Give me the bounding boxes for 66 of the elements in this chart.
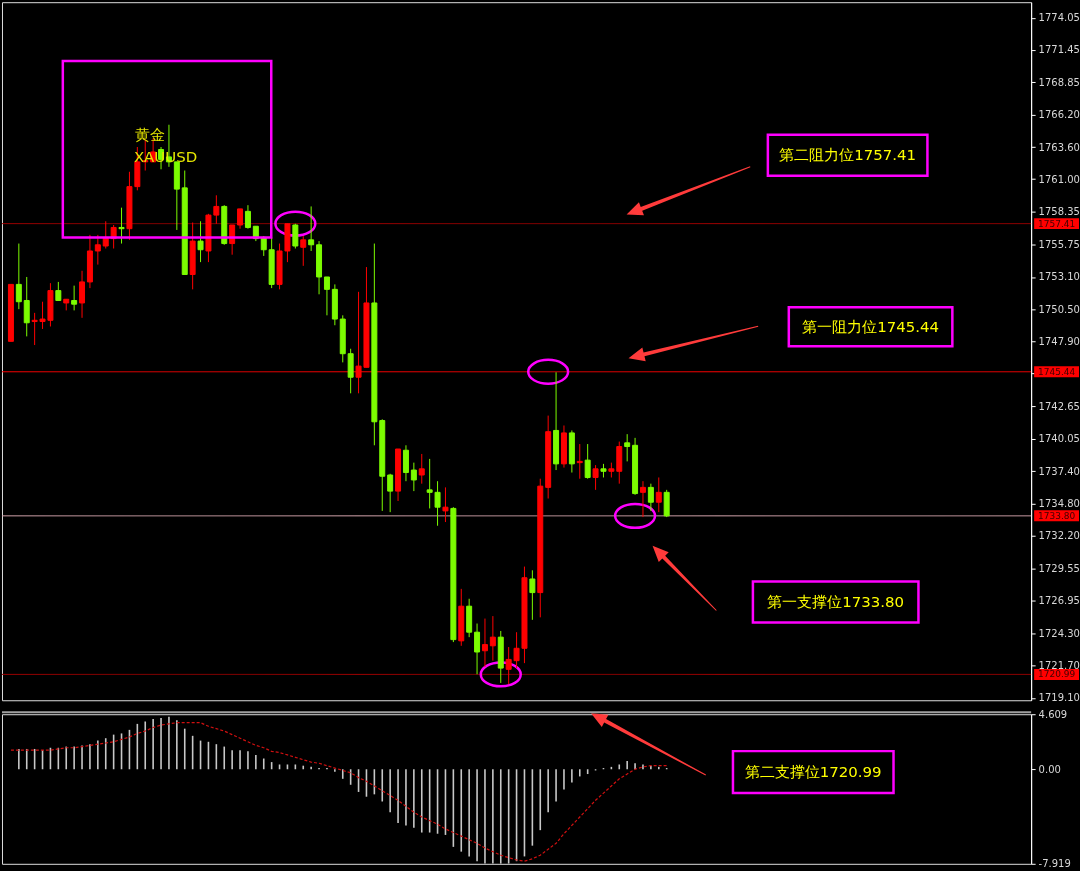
candlestick bbox=[655, 476, 662, 513]
line-series bbox=[10, 722, 668, 862]
candlestick bbox=[402, 444, 409, 482]
annotation: 第一支撑位1733.80 bbox=[767, 593, 905, 612]
candlestick bbox=[94, 234, 101, 266]
y-tick-label: 1724.30 bbox=[1038, 627, 1080, 639]
candlestick bbox=[300, 235, 307, 267]
y-tick-label: 1750.50 bbox=[1038, 303, 1080, 315]
candlestick bbox=[474, 623, 481, 675]
candlestick bbox=[55, 281, 62, 301]
annotation: 第一阻力位1745.44 bbox=[802, 317, 939, 336]
candlestick bbox=[244, 204, 251, 230]
y-tick-label: 1734.80 bbox=[1038, 497, 1080, 509]
annotation: 第二支撑位1720.99 bbox=[744, 763, 882, 782]
y-tick-label: 1726.95 bbox=[1038, 595, 1080, 607]
candlestick bbox=[639, 480, 646, 518]
y-tick-label: 1774.05 bbox=[1038, 12, 1080, 24]
y-tick-label: 1768.85 bbox=[1038, 76, 1080, 88]
candlestick bbox=[237, 208, 244, 230]
y-tick-label: 1761.00 bbox=[1038, 173, 1080, 185]
y-tick-label: 1755.75 bbox=[1038, 238, 1080, 250]
y-tick-label: 1766.20 bbox=[1038, 109, 1080, 121]
candlestick bbox=[624, 433, 631, 462]
y-tick-label: 1732.20 bbox=[1038, 530, 1080, 542]
candlestick bbox=[118, 207, 125, 245]
candlestick bbox=[647, 483, 654, 512]
y-tick-label: 1747.90 bbox=[1038, 335, 1080, 347]
candlestick bbox=[323, 276, 330, 316]
ref-line-label: 1745.44 bbox=[1038, 366, 1076, 377]
y-tick-label: 4.609 bbox=[1038, 708, 1068, 720]
candlestick bbox=[347, 348, 354, 394]
y-tick-label: 1763.60 bbox=[1038, 141, 1080, 153]
candlestick bbox=[489, 615, 496, 662]
candlestick bbox=[308, 205, 315, 252]
candlestick bbox=[442, 486, 449, 523]
y-tick-label: 1729.55 bbox=[1038, 562, 1080, 574]
candlestick bbox=[529, 569, 536, 621]
candlestick bbox=[592, 464, 599, 491]
candlestick bbox=[418, 453, 425, 485]
candlestick bbox=[23, 276, 30, 337]
y-tick-label: -7.919 bbox=[1038, 858, 1071, 870]
y-tick-label: 1742.65 bbox=[1038, 400, 1080, 412]
candlestick bbox=[663, 489, 670, 518]
ref-line-label: 1720.99 bbox=[1038, 669, 1076, 680]
y-tick-label: 1737.40 bbox=[1038, 465, 1080, 477]
y-tick-label: 1771.45 bbox=[1038, 44, 1080, 56]
y-tick-label: 1758.35 bbox=[1038, 206, 1080, 218]
annotation: 第二阻力位1757.41 bbox=[779, 146, 917, 165]
ref-line-label: 1757.41 bbox=[1038, 218, 1076, 229]
y-tick-label: 1721.70 bbox=[1038, 660, 1080, 672]
text: 黄金 bbox=[134, 125, 165, 144]
candlestick bbox=[576, 443, 583, 480]
y-tick-label: 1753.10 bbox=[1038, 271, 1080, 283]
y-tick-label: 0.00 bbox=[1038, 763, 1061, 775]
candlestick bbox=[387, 473, 394, 513]
candlestick bbox=[71, 285, 78, 311]
candlestick bbox=[79, 270, 86, 319]
candlestick bbox=[15, 243, 22, 310]
candlestick bbox=[584, 443, 591, 480]
y-tick-label: 1719.10 bbox=[1038, 692, 1080, 704]
candlestick bbox=[292, 223, 299, 250]
ref-line-label: 1733.80 bbox=[1038, 510, 1076, 521]
candlestick bbox=[410, 462, 417, 492]
y-tick-label: 1740.05 bbox=[1038, 432, 1080, 444]
candlestick bbox=[481, 618, 488, 668]
candlestick bbox=[197, 220, 204, 263]
